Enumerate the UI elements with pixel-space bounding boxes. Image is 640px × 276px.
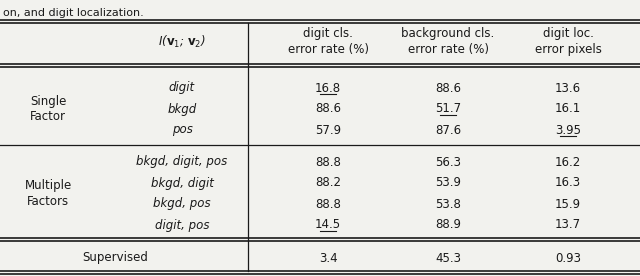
Text: digit loc.: digit loc. [543,28,593,41]
Text: on, and digit localization.: on, and digit localization. [3,8,144,18]
Text: 3.4: 3.4 [319,251,337,264]
Text: 56.3: 56.3 [435,155,461,169]
Text: error rate (%): error rate (%) [287,44,369,57]
Text: 53.8: 53.8 [435,198,461,211]
Text: 88.8: 88.8 [315,155,341,169]
Text: 16.1: 16.1 [555,102,581,115]
Text: 13.7: 13.7 [555,219,581,232]
Text: bkgd, pos: bkgd, pos [153,198,211,211]
Text: $I$($\mathbf{v}_1$; $\mathbf{v}_2$): $I$($\mathbf{v}_1$; $\mathbf{v}_2$) [158,34,206,50]
Text: digit, pos: digit, pos [155,219,209,232]
Text: 88.9: 88.9 [435,219,461,232]
Text: digit cls.: digit cls. [303,28,353,41]
Text: Factor: Factor [30,110,66,123]
Text: 57.9: 57.9 [315,123,341,137]
Text: 88.2: 88.2 [315,176,341,190]
Text: 88.8: 88.8 [315,198,341,211]
Text: 87.6: 87.6 [435,123,461,137]
Text: Multiple: Multiple [24,179,72,192]
Text: 88.6: 88.6 [435,81,461,94]
Text: bkgd, digit: bkgd, digit [150,176,213,190]
Text: 88.6: 88.6 [315,102,341,115]
Text: 16.8: 16.8 [315,81,341,94]
Text: 15.9: 15.9 [555,198,581,211]
Text: 53.9: 53.9 [435,176,461,190]
Text: 16.3: 16.3 [555,176,581,190]
Text: error rate (%): error rate (%) [408,44,488,57]
Text: background cls.: background cls. [401,28,495,41]
Text: 13.6: 13.6 [555,81,581,94]
Text: 3.95: 3.95 [555,123,581,137]
Text: bkgd: bkgd [168,102,196,115]
Text: pos: pos [172,123,193,137]
Text: Supervised: Supervised [82,251,148,264]
Text: 0.93: 0.93 [555,251,581,264]
Text: digit: digit [169,81,195,94]
Text: error pixels: error pixels [534,44,602,57]
Text: 16.2: 16.2 [555,155,581,169]
Text: Single: Single [30,94,66,107]
Text: Factors: Factors [27,195,69,208]
Text: 45.3: 45.3 [435,251,461,264]
Text: 51.7: 51.7 [435,102,461,115]
Text: bkgd, digit, pos: bkgd, digit, pos [136,155,228,169]
Text: 14.5: 14.5 [315,219,341,232]
